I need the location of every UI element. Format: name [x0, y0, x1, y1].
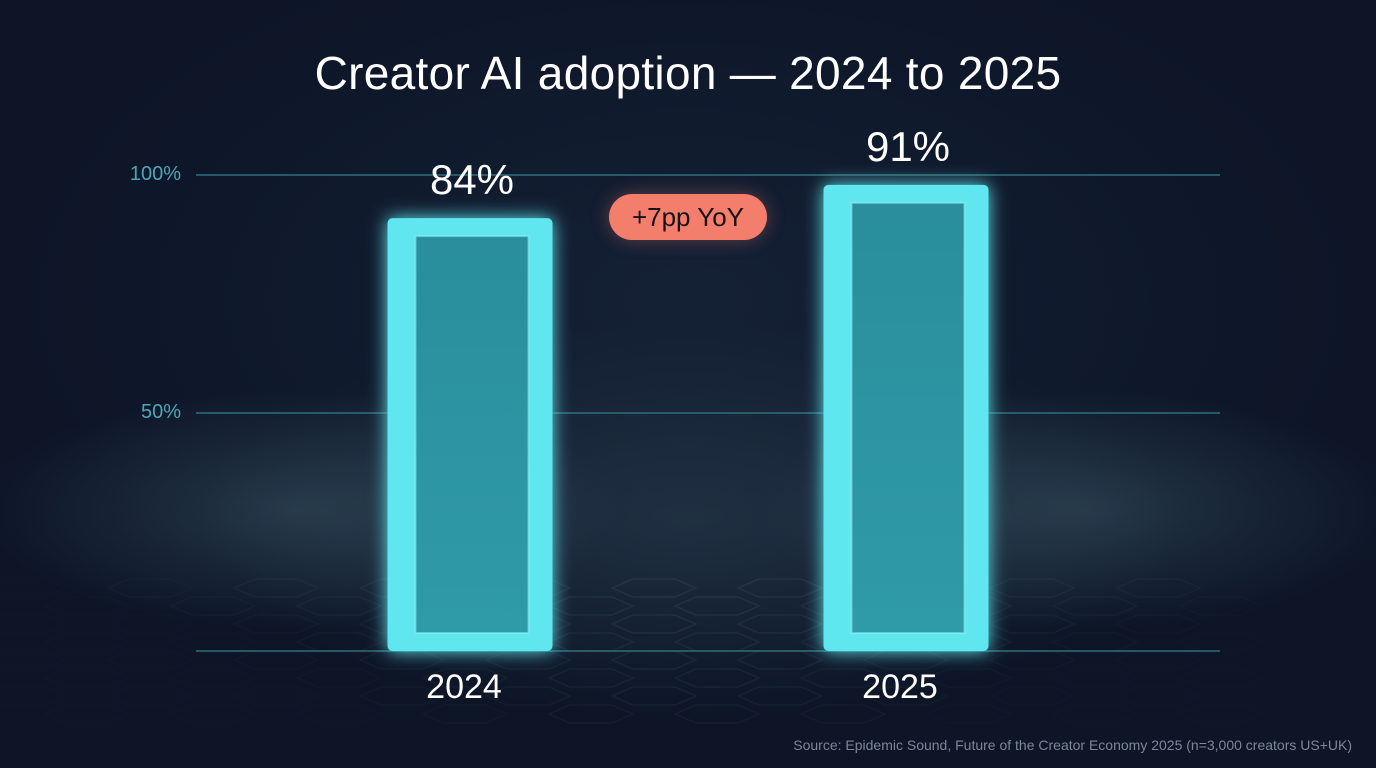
floor-hexagon	[736, 686, 824, 706]
floor-hexagon	[673, 596, 761, 616]
bar-inner-face	[415, 236, 529, 633]
floor-hexagon	[484, 650, 572, 670]
bar-2025	[823, 184, 989, 651]
floor-hexagon	[862, 686, 950, 706]
source-note: Source: Epidemic Sound, Future of the Cr…	[793, 737, 1352, 753]
floor-hexagon	[106, 650, 194, 670]
value-label-2024: 84%	[429, 156, 515, 204]
floor-hexagon	[484, 686, 572, 706]
bars	[387, 184, 989, 651]
floor-hexagon	[925, 704, 1013, 724]
bar-bevel	[414, 235, 530, 634]
category-label-2025: 2025	[862, 668, 938, 706]
floor-hexagon	[0, 686, 68, 706]
floor-hexagon	[862, 650, 950, 670]
floor-hexagon	[610, 686, 698, 706]
floor-hexagon	[673, 632, 761, 652]
floor-hexagon	[421, 668, 509, 688]
floor-hexagon	[736, 578, 824, 598]
floor-hexagon	[295, 668, 383, 688]
bar-2024	[387, 218, 553, 651]
floor-hexagon	[1051, 632, 1139, 652]
floor-hexagon	[358, 686, 446, 706]
bar-bevel	[850, 201, 966, 634]
floor-hexagon	[547, 596, 635, 616]
floor-hexagon	[358, 650, 446, 670]
floor-hexagon	[1051, 704, 1139, 724]
floor-hexagon	[0, 650, 68, 670]
floor-hexagon	[547, 668, 635, 688]
value-label-2025: 91%	[865, 122, 951, 170]
gridlines	[196, 174, 1220, 652]
floor-hexagon	[988, 686, 1076, 706]
floor-hexagon	[169, 668, 257, 688]
floor-hexagon	[232, 650, 320, 670]
floor-hexagon	[295, 704, 383, 724]
floor-hexagon	[547, 632, 635, 652]
category-label-2024: 2024	[426, 668, 502, 706]
floor-hexagon	[736, 614, 824, 634]
floor-hexagon	[673, 704, 761, 724]
floor-hexagon	[988, 650, 1076, 670]
floor-hexagon	[1114, 686, 1202, 706]
floor-hexagon	[736, 650, 824, 670]
floor-hexagon	[421, 704, 509, 724]
floor-hexagon	[106, 614, 194, 634]
floor-hexagon	[295, 632, 383, 652]
floor-hexagon	[169, 632, 257, 652]
floor-hexagon	[1177, 704, 1265, 724]
bar-inner-face	[851, 202, 965, 633]
floor-hexagon	[610, 578, 698, 598]
floor-hexagon	[673, 668, 761, 688]
floor-hexagon	[43, 704, 131, 724]
floor-hexagon	[1114, 650, 1202, 670]
floor-hexagon	[1051, 668, 1139, 688]
floor-hexagon	[799, 668, 887, 688]
floor-hexagon	[799, 704, 887, 724]
floor-hexagon	[169, 704, 257, 724]
floor-hexagon	[1177, 632, 1265, 652]
floor-hexagon	[547, 704, 635, 724]
floor-hexagon	[610, 614, 698, 634]
floor-hexagon	[43, 632, 131, 652]
chart-title: Creator AI adoption — 2024 to 2025	[314, 47, 1062, 99]
floor-hexagon	[0, 614, 68, 634]
floor-hexagon	[43, 668, 131, 688]
floor-hexagon	[610, 650, 698, 670]
floor-hexagon	[925, 668, 1013, 688]
yoy-change-badge: +7pp YoY	[609, 194, 767, 240]
y-tick-label-100: 100%	[129, 163, 181, 185]
floor-hexagon	[106, 686, 194, 706]
floor-hexagon	[1177, 668, 1265, 688]
floor-hexagon	[232, 686, 320, 706]
y-tick-label-50: 50%	[140, 401, 181, 423]
